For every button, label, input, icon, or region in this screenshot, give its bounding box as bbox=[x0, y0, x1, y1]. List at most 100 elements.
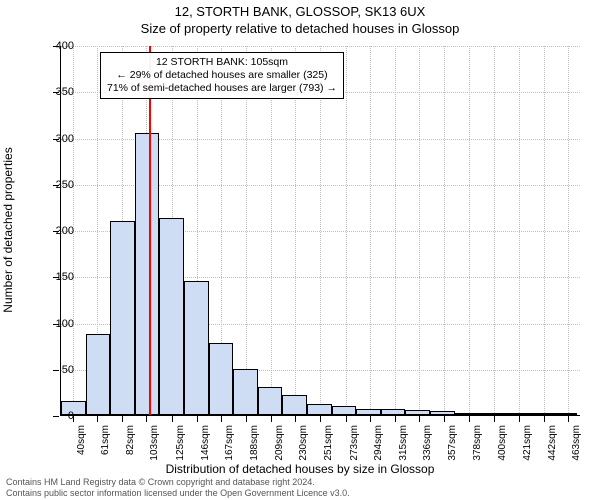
histogram-bar bbox=[528, 413, 553, 415]
histogram-bar bbox=[504, 413, 529, 415]
x-tick-label: 40sqm bbox=[76, 425, 87, 455]
histogram-bar bbox=[110, 221, 135, 415]
gridline-v bbox=[246, 46, 247, 415]
y-tick-label: 350 bbox=[56, 86, 74, 98]
annotation-box: 12 STORTH BANK: 105sqm ← 29% of detached… bbox=[100, 52, 344, 99]
gridline-v bbox=[370, 46, 371, 415]
x-tick-label: 357sqm bbox=[447, 425, 458, 461]
histogram-bar bbox=[282, 395, 307, 415]
gridline-v bbox=[494, 46, 495, 415]
footer-line-2: Contains public sector information licen… bbox=[6, 488, 350, 498]
x-tick bbox=[419, 416, 420, 422]
histogram-bar bbox=[307, 404, 332, 415]
x-tick bbox=[370, 416, 371, 422]
x-tick-label: 421sqm bbox=[522, 425, 533, 461]
gridline-v bbox=[395, 46, 396, 415]
x-tick bbox=[97, 416, 98, 422]
x-tick bbox=[469, 416, 470, 422]
gridline-v bbox=[295, 46, 296, 415]
y-tick-label: 250 bbox=[56, 179, 74, 191]
histogram-bar bbox=[233, 369, 258, 415]
histogram-bar bbox=[356, 409, 381, 415]
x-tick-label: 251sqm bbox=[323, 425, 334, 461]
footer-line-1: Contains HM Land Registry data © Crown c… bbox=[6, 477, 350, 487]
x-tick bbox=[295, 416, 296, 422]
y-tick-label: 200 bbox=[56, 225, 74, 237]
x-tick-label: 273sqm bbox=[349, 425, 360, 461]
gridline-v bbox=[346, 46, 347, 415]
x-tick bbox=[172, 416, 173, 422]
x-tick-label: 82sqm bbox=[125, 425, 136, 455]
x-tick-label: 188sqm bbox=[249, 425, 260, 461]
y-tick-label: 0 bbox=[68, 410, 74, 422]
histogram-chart: 40sqm61sqm82sqm103sqm125sqm146sqm167sqm1… bbox=[60, 46, 580, 416]
x-tick bbox=[271, 416, 272, 422]
histogram-bar bbox=[135, 133, 160, 415]
histogram-bar bbox=[159, 218, 184, 415]
histogram-bar bbox=[455, 413, 480, 415]
gridline-v bbox=[271, 46, 272, 415]
y-tick-label: 50 bbox=[62, 364, 74, 376]
x-tick-label: 167sqm bbox=[224, 425, 235, 461]
histogram-bar bbox=[184, 281, 209, 415]
x-tick-label: 463sqm bbox=[571, 425, 582, 461]
page-subtitle: Size of property relative to detached ho… bbox=[0, 19, 600, 36]
x-tick-label: 400sqm bbox=[497, 425, 508, 461]
x-tick-label: 103sqm bbox=[149, 425, 160, 461]
x-tick bbox=[568, 416, 569, 422]
x-tick-label: 442sqm bbox=[547, 425, 558, 461]
gridline-v bbox=[519, 46, 520, 415]
y-tick-label: 400 bbox=[56, 40, 74, 52]
y-axis-label: Number of detached properties bbox=[1, 147, 15, 312]
y-tick-label: 300 bbox=[56, 133, 74, 145]
x-tick bbox=[494, 416, 495, 422]
x-tick-label: 336sqm bbox=[422, 425, 433, 461]
annotation-line-1: 12 STORTH BANK: 105sqm bbox=[107, 56, 337, 69]
x-tick-label: 125sqm bbox=[175, 425, 186, 461]
x-tick-label: 294sqm bbox=[373, 425, 384, 461]
x-tick bbox=[197, 416, 198, 422]
x-tick bbox=[519, 416, 520, 422]
y-tick-label: 100 bbox=[56, 318, 74, 330]
page-title: 12, STORTH BANK, GLOSSOP, SK13 6UX bbox=[0, 0, 600, 19]
x-tick bbox=[320, 416, 321, 422]
x-tick bbox=[246, 416, 247, 422]
histogram-bar bbox=[381, 409, 406, 415]
x-axis-label: Distribution of detached houses by size … bbox=[0, 462, 600, 476]
x-tick-label: 61sqm bbox=[100, 425, 111, 455]
histogram-bar bbox=[258, 387, 283, 415]
gridline-v bbox=[568, 46, 569, 415]
x-tick bbox=[146, 416, 147, 422]
x-tick bbox=[544, 416, 545, 422]
gridline-v bbox=[469, 46, 470, 415]
gridline-v bbox=[544, 46, 545, 415]
histogram-bar bbox=[332, 406, 357, 415]
histogram-bar bbox=[405, 410, 430, 415]
gridline-v bbox=[444, 46, 445, 415]
histogram-bar bbox=[430, 411, 455, 415]
histogram-bar bbox=[553, 413, 578, 415]
x-tick-label: 209sqm bbox=[274, 425, 285, 461]
histogram-bar bbox=[86, 334, 111, 415]
annotation-line-2: ← 29% of detached houses are smaller (32… bbox=[107, 69, 337, 82]
x-tick-label: 378sqm bbox=[472, 425, 483, 461]
gridline-v bbox=[419, 46, 420, 415]
histogram-bar bbox=[209, 343, 234, 415]
footer-attribution: Contains HM Land Registry data © Crown c… bbox=[6, 477, 350, 498]
x-tick-label: 315sqm bbox=[398, 425, 409, 461]
x-tick-label: 230sqm bbox=[298, 425, 309, 461]
x-tick bbox=[444, 416, 445, 422]
property-marker-line bbox=[149, 46, 151, 415]
x-tick bbox=[122, 416, 123, 422]
histogram-bar bbox=[479, 413, 504, 415]
y-tick bbox=[53, 416, 59, 417]
x-tick bbox=[395, 416, 396, 422]
x-tick bbox=[221, 416, 222, 422]
gridline-v bbox=[320, 46, 321, 415]
plot-area: 40sqm61sqm82sqm103sqm125sqm146sqm167sqm1… bbox=[60, 46, 580, 416]
y-tick bbox=[53, 370, 59, 371]
x-tick bbox=[346, 416, 347, 422]
y-tick-label: 150 bbox=[56, 271, 74, 283]
x-tick-label: 146sqm bbox=[200, 425, 211, 461]
annotation-line-3: 71% of semi-detached houses are larger (… bbox=[107, 82, 337, 95]
